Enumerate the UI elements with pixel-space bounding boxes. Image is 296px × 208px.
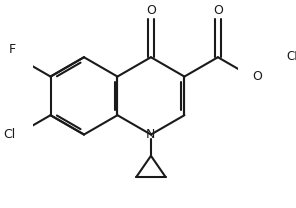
Text: N: N	[146, 128, 156, 141]
Text: O: O	[146, 4, 156, 17]
Text: O: O	[252, 70, 262, 83]
Text: O: O	[213, 4, 223, 17]
Text: CH₃: CH₃	[286, 50, 296, 63]
Text: F: F	[9, 43, 16, 56]
Text: Cl: Cl	[4, 128, 16, 141]
